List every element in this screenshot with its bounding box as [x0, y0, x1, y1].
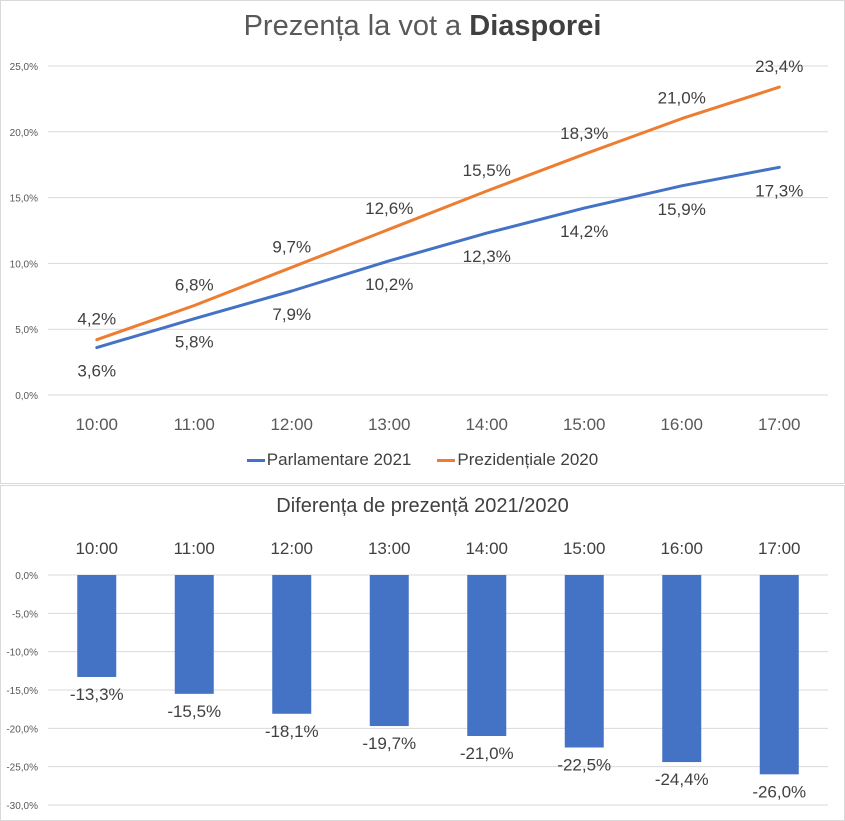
line-data-label: 4,2% [77, 310, 116, 329]
line-xtick-label: 17:00 [758, 415, 801, 434]
line-data-label: 12,6% [365, 199, 413, 218]
line-xtick-label: 16:00 [660, 415, 703, 434]
bar [564, 575, 604, 748]
legend-item-prezidentiale[interactable]: Prezidențiale 2020 [437, 450, 598, 470]
line-chart-panel [0, 0, 845, 484]
line-data-label: 21,0% [658, 89, 706, 108]
line-ytick-label: 25,0% [10, 62, 38, 73]
bar-chart-panel [0, 485, 845, 821]
line-data-label: 3,6% [77, 362, 116, 381]
line-data-label: 17,3% [755, 181, 803, 200]
line-data-label: 15,5% [463, 161, 511, 180]
line-chart-legend: Parlamentare 2021 Prezidențiale 2020 [0, 450, 845, 470]
line-data-label: 12,3% [463, 247, 511, 266]
bar-xtick-label: 17:00 [758, 539, 801, 558]
legend-swatch-prezidentiale [437, 458, 456, 462]
line-data-label: 14,2% [560, 222, 608, 241]
line-xtick-label: 10:00 [75, 415, 118, 434]
line-data-label: 5,8% [175, 333, 214, 352]
line-series-parlamentare [95, 165, 781, 350]
line-data-label: 9,7% [272, 237, 311, 256]
line-data-label: 23,4% [755, 57, 803, 76]
bar-data-label: -13,3% [70, 685, 124, 704]
line-ytick-label: 0,0% [15, 391, 38, 402]
bar-ytick-label: -20,0% [6, 724, 38, 735]
bar-xtick-label: 13:00 [368, 539, 411, 558]
line-ytick-label: 10,0% [10, 259, 38, 270]
bar-xtick-label: 16:00 [660, 539, 703, 558]
legend-swatch-parlamentare [246, 458, 265, 462]
bar-data-label: -19,7% [362, 734, 416, 753]
line-xtick-label: 14:00 [465, 415, 508, 434]
bar-chart-title: Diferența de prezență 2021/2020 [276, 495, 569, 517]
bar [467, 575, 507, 736]
bar-data-label: -22,5% [557, 756, 611, 775]
line-data-label: 6,8% [175, 276, 214, 295]
bar-xtick-label: 12:00 [270, 539, 313, 558]
bar-ytick-label: -10,0% [6, 648, 38, 659]
line-data-label: 15,9% [658, 200, 706, 219]
title-prefix: Prezența la vot a [243, 10, 470, 42]
line-ytick-label: 15,0% [10, 194, 38, 205]
bar-data-label: -15,5% [167, 702, 221, 721]
bar-data-label: -21,0% [460, 744, 514, 763]
legend-item-parlamentare[interactable]: Parlamentare 2021 [246, 450, 412, 470]
bar-ytick-label: 0,0% [15, 571, 38, 582]
bar [759, 575, 799, 775]
line-ytick-label: 5,0% [15, 325, 38, 336]
line-data-label: 18,3% [560, 124, 608, 143]
line-series-prezidentiale [95, 85, 781, 342]
bar-data-label: -26,0% [752, 782, 806, 801]
legend-label-prezidentiale: Prezidențiale 2020 [457, 450, 599, 469]
line-xtick-label: 11:00 [174, 415, 215, 434]
bar [77, 575, 117, 677]
bar-xtick-label: 15:00 [563, 539, 606, 558]
line-chart-title: Prezența la vot a Diasporei [0, 10, 845, 43]
bar-xtick-label: 10:00 [75, 539, 118, 558]
bar-data-label: -18,1% [265, 722, 319, 741]
bar-data-label: -24,4% [655, 770, 709, 789]
legend-label-parlamentare: Parlamentare 2021 [266, 450, 412, 469]
line-xtick-label: 15:00 [563, 415, 606, 434]
bar-ytick-label: -5,0% [12, 609, 38, 620]
line-data-label: 7,9% [272, 305, 311, 324]
bar [174, 575, 214, 694]
bar [369, 575, 409, 727]
bar-xtick-label: 11:00 [174, 539, 215, 558]
bar-ytick-label: -15,0% [6, 686, 38, 697]
bar-xtick-label: 14:00 [465, 539, 508, 558]
bar-ytick-label: -30,0% [6, 801, 38, 812]
bar [662, 575, 702, 763]
title-bold: Diasporei [469, 10, 602, 42]
line-ytick-label: 20,0% [10, 128, 38, 139]
bar-ytick-label: -25,0% [6, 763, 38, 774]
line-xtick-label: 12:00 [270, 415, 313, 434]
line-data-label: 10,2% [365, 275, 413, 294]
bar [272, 575, 312, 714]
line-xtick-label: 13:00 [368, 415, 411, 434]
